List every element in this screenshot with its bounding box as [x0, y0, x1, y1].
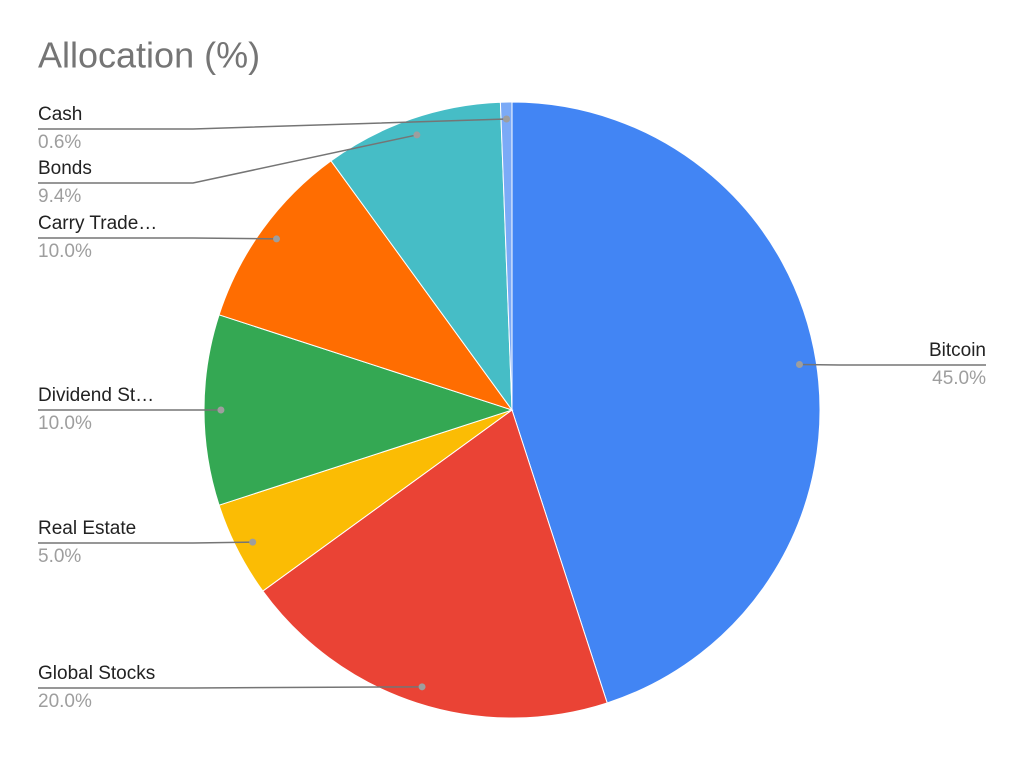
leader-dot — [217, 406, 225, 414]
chart-title: Allocation (%) — [38, 35, 260, 76]
slice-label: Real Estate — [38, 518, 136, 539]
slice-label: Global Stocks — [38, 663, 155, 684]
leader-dot — [503, 115, 511, 123]
slice-label: Bonds — [38, 158, 92, 179]
leader-line — [38, 541, 253, 544]
leader-dot — [413, 131, 421, 139]
slice-label: Dividend St… — [38, 385, 154, 406]
slice-label: Cash — [38, 104, 82, 125]
pie-slice — [511, 101, 821, 704]
pie-slice — [499, 101, 513, 411]
leader-dot — [795, 360, 803, 368]
leader-dot — [418, 683, 426, 691]
leader-line — [799, 363, 986, 366]
leader-line — [38, 118, 507, 130]
leader-dot — [273, 235, 281, 243]
leader-line — [38, 686, 423, 689]
slice-label: Carry Trade… — [38, 213, 157, 234]
slice-value-label: 5.0% — [38, 546, 81, 567]
leader-line — [38, 134, 418, 184]
leader-dot — [249, 538, 257, 546]
pie-slice — [262, 409, 608, 719]
slice-value-label: 45.0% — [932, 368, 986, 389]
slice-value-label: 10.0% — [38, 241, 92, 262]
slice-label: Bitcoin — [929, 340, 986, 361]
slice-value-label: 10.0% — [38, 413, 92, 434]
slice-value-label: 9.4% — [38, 186, 81, 207]
slice-value-label: 0.6% — [38, 132, 81, 153]
pie-slice — [330, 101, 513, 412]
slice-value-label: 20.0% — [38, 691, 92, 712]
pie-slice — [218, 160, 514, 411]
leader-line — [38, 237, 277, 240]
